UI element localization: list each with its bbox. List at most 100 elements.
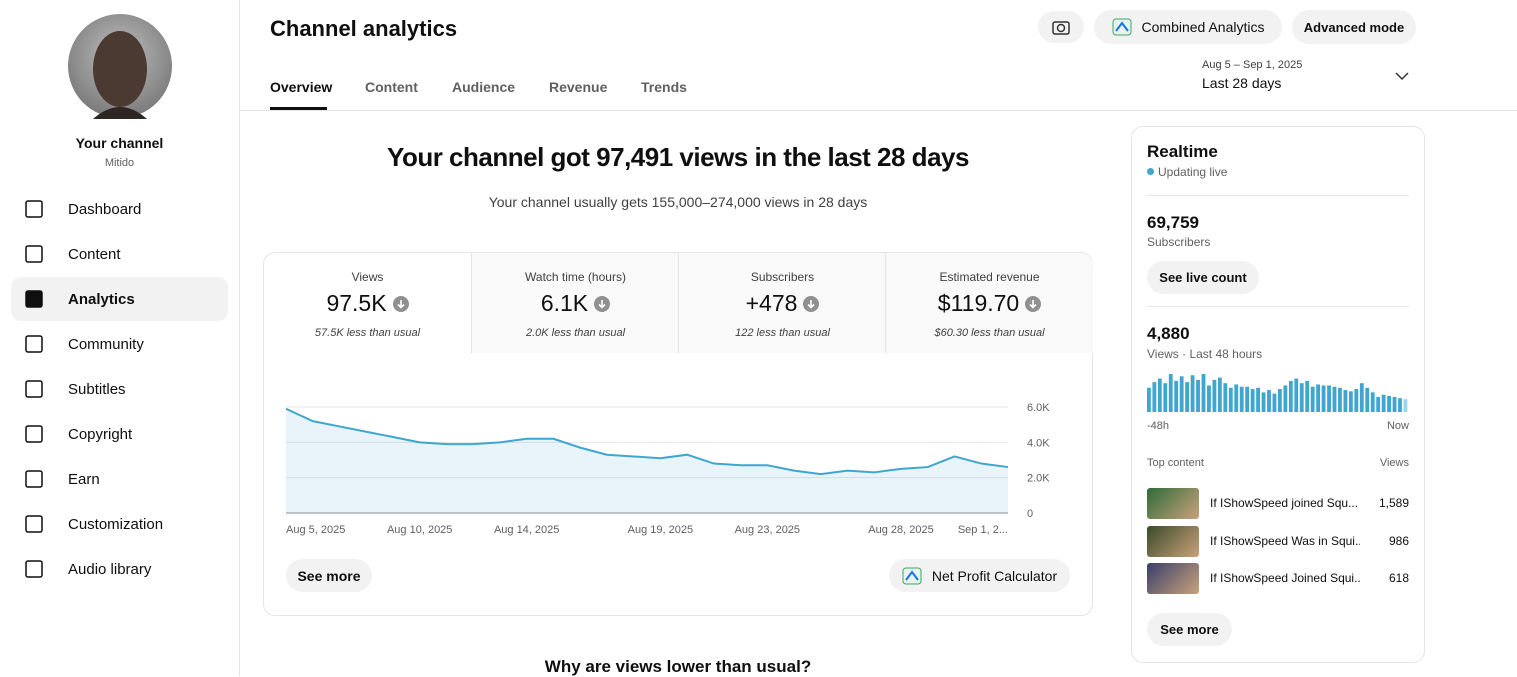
bar <box>1348 391 1353 412</box>
bar <box>1327 385 1331 412</box>
bar <box>1365 387 1370 412</box>
bar <box>1387 395 1391 412</box>
nav-icon <box>25 200 43 218</box>
app-icon <box>1112 18 1132 36</box>
net-profit-button[interactable]: Net Profit Calculator <box>889 559 1070 592</box>
bar <box>1354 389 1359 412</box>
metric-label: Estimated revenue <box>939 270 1040 284</box>
period-select[interactable]: Last 28 days <box>1202 75 1282 91</box>
sidebar-border <box>239 0 240 676</box>
bar <box>1338 387 1342 412</box>
bar <box>1168 374 1173 412</box>
bar <box>1305 380 1310 412</box>
x-tick-label: Aug 28, 2025 <box>868 524 933 536</box>
nav-label: Subtitles <box>68 380 126 398</box>
nav-label: Analytics <box>68 290 135 308</box>
thumbnail <box>1147 525 1199 557</box>
bar <box>1278 389 1282 412</box>
metric-number: +478 <box>745 290 798 316</box>
icon-shape <box>25 515 43 533</box>
views-count: 4,880 <box>1147 324 1190 343</box>
nav-icon <box>25 380 43 398</box>
bar <box>1212 379 1217 412</box>
top-content-row[interactable]: If IShowSpeed Was in Squi... 986 <box>1147 525 1409 557</box>
nav-item[interactable]: Copyright <box>11 412 228 456</box>
nav-item[interactable]: Earn <box>11 457 228 501</box>
nav-item[interactable]: Subtitles <box>11 367 228 411</box>
thumbnail <box>1147 488 1199 519</box>
tab[interactable]: Revenue <box>549 79 608 95</box>
metric-value: 6.1K <box>472 290 679 317</box>
nav-item[interactable]: Audio library <box>11 547 228 591</box>
bar <box>1250 389 1255 412</box>
tab[interactable]: Content <box>365 79 418 95</box>
combined-analytics-button[interactable]: Combined Analytics <box>1094 10 1282 44</box>
bar <box>1239 386 1244 412</box>
metric-number: 97.5K <box>326 290 387 316</box>
video-views: 986 <box>1388 533 1409 548</box>
nav-item[interactable]: Content <box>11 232 228 276</box>
top-content-row[interactable]: If IShowSpeed joined Squ... 1,589 <box>1147 488 1409 519</box>
subhead: Your channel usually gets 155,000–274,00… <box>488 194 868 210</box>
nav-label: Content <box>68 245 121 263</box>
divider <box>1147 306 1409 307</box>
bar <box>1294 378 1299 412</box>
tab[interactable]: Overview <box>270 79 333 95</box>
nav-icon <box>25 425 43 443</box>
views-chart: 0 2.0K 4.0K 6.0K Aug 5, 2025 Aug 10, 2025 Aug … <box>285 402 1050 536</box>
down-icon <box>803 295 820 312</box>
nav-icon <box>25 290 43 308</box>
metric-tab[interactable]: Subscribers +478 122 less than usual <box>678 253 886 353</box>
realtime-card <box>1131 126 1425 663</box>
video-title: If IShowSpeed joined Squ... <box>1210 496 1359 510</box>
line <box>285 407 1009 476</box>
bar <box>1217 377 1222 412</box>
button-label: Net Profit Calculator <box>931 567 1058 584</box>
icon-shape <box>25 380 43 398</box>
section-heading: Why are views lower than usual? <box>544 657 812 676</box>
bar <box>1283 385 1288 412</box>
overview-card <box>263 252 1093 616</box>
nav-item[interactable]: Customization <box>11 502 228 546</box>
live-count-button[interactable]: See live count <box>1147 261 1259 294</box>
snapshot-button[interactable] <box>1038 11 1084 43</box>
video-title: If IShowSpeed Was in Squi... <box>1210 533 1360 548</box>
x-tick-label: Aug 23, 2025 <box>735 524 800 536</box>
metric-tab[interactable]: Estimated revenue $119.70 $60.30 less than… <box>885 253 1093 353</box>
avatar[interactable] <box>67 13 173 119</box>
tab[interactable]: Trends <box>641 79 687 95</box>
metric-note: $60.30 less than usual <box>934 327 1045 339</box>
nav-item[interactable]: Analytics <box>11 277 228 321</box>
see-more-button[interactable]: See more <box>286 559 372 592</box>
bar <box>1316 384 1321 412</box>
metric-tab[interactable]: Views 97.5K 57.5K less than usual <box>264 253 471 353</box>
tab[interactable]: Audience <box>452 79 516 95</box>
nav-label: Earn <box>68 470 100 488</box>
video-title: If IShowSpeed Joined Squi... <box>1210 571 1360 585</box>
tab-underline <box>270 107 327 110</box>
bar <box>1272 393 1277 412</box>
header-border <box>240 110 1517 111</box>
bar <box>1299 383 1304 412</box>
bar <box>1403 399 1408 412</box>
dropdown-arrow[interactable] <box>1395 71 1409 81</box>
metric-label: Subscribers <box>750 270 815 284</box>
bar <box>1174 380 1179 412</box>
nav-label: Copyright <box>68 425 133 443</box>
page-title: Channel analytics <box>270 16 458 41</box>
advanced-mode-button[interactable]: Advanced mode <box>1292 10 1416 44</box>
bar <box>1288 380 1293 412</box>
top-content-row[interactable]: If IShowSpeed Joined Squi... 618 <box>1147 563 1409 594</box>
see-more-button[interactable]: See more <box>1147 613 1232 646</box>
nav-label: Dashboard <box>68 200 142 218</box>
nav-item[interactable]: Dashboard <box>11 187 228 231</box>
bar <box>1376 396 1381 412</box>
y-tick-label: 0 <box>1027 508 1033 520</box>
bar <box>1201 374 1206 412</box>
bar <box>1370 392 1375 412</box>
metric-tab[interactable]: Watch time (hours) 6.1K 2.0K less than usu… <box>471 253 679 353</box>
bar <box>1223 383 1228 412</box>
nav-item[interactable]: Community <box>11 322 228 366</box>
top-content-label: Top content <box>1147 457 1204 469</box>
